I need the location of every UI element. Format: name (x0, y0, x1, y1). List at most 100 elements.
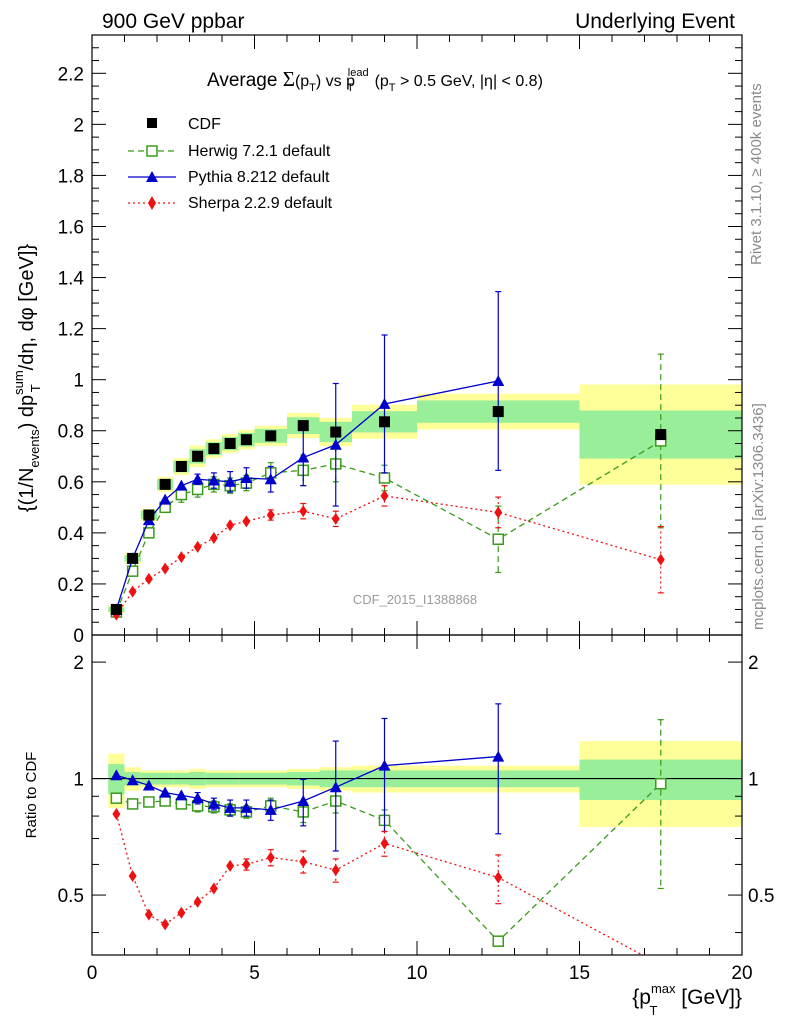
legend: CDF Herwig 7.2.1 default Pythia 8.212 de… (128, 116, 333, 212)
y-tick-label-main-0: 0 (73, 626, 84, 647)
ratio-point-herwig-0 (110, 792, 123, 804)
main-point-sherpa-10 (299, 505, 308, 518)
ratio-point-pythia-11 (329, 781, 342, 793)
legend-marker-sherpa (148, 196, 156, 210)
main-point-pythia-12 (378, 397, 391, 409)
main-point-pythia-7 (224, 475, 237, 487)
main-point-herwig-13 (492, 533, 504, 546)
ratio-point-sherpa-0 (112, 807, 121, 820)
main-point-data-2 (143, 509, 155, 521)
main-point-herwig-1 (126, 565, 139, 577)
y-tick-label-main-10: 2 (73, 115, 84, 136)
main-point-data-6 (208, 443, 220, 455)
ratio-point-pythia-13 (492, 750, 505, 762)
ratio-point-pythia-9 (264, 803, 277, 815)
ratio-point-pythia-5 (191, 792, 204, 804)
ratio-point-pythia-8 (240, 801, 253, 813)
legend-label-pythia: Pythia 8.212 default (188, 169, 330, 186)
ratio-point-pythia-10 (297, 795, 310, 807)
main-point-herwig-5 (191, 483, 204, 496)
chart-title: Average Σ(pT) vs pTlead (pT > 0.5 GeV, |η… (207, 67, 543, 94)
ratio-point-herwig-13 (492, 935, 504, 947)
main-point-sherpa-11 (331, 512, 340, 525)
legend-label-sherpa: Sherpa 2.2.9 default (188, 195, 333, 212)
ratio-point-herwig-1 (126, 798, 139, 810)
ratio-point-pythia-2 (142, 779, 155, 791)
main-point-sherpa-14 (656, 553, 665, 566)
ratio-point-sherpa-8 (242, 858, 251, 871)
main-point-pythia-10 (297, 451, 310, 463)
main-point-sherpa-3 (161, 562, 170, 575)
y-tick-label-main-4: 0.8 (58, 422, 84, 443)
main-point-sherpa-7 (226, 519, 235, 532)
ratio-point-sherpa-2 (144, 908, 153, 921)
y-tick-label-main-2: 0.4 (58, 524, 85, 545)
ratio-point-sherpa-6 (209, 882, 218, 895)
main-point-sherpa-5 (193, 540, 202, 553)
legend-label-herwig: Herwig 7.2.1 default (188, 143, 331, 160)
main-point-pythia-9 (264, 473, 277, 485)
main-point-sherpa-12 (380, 489, 389, 502)
y-tick-label-main-7: 1.4 (58, 269, 85, 290)
ratio-point-pythia-1 (126, 774, 139, 786)
ratio-y-axis-title: Ratio to CDF (23, 752, 40, 839)
ratio-point-herwig-4 (175, 798, 188, 810)
main-point-data-11 (330, 426, 342, 438)
y-tick-label-ratio-left-0: 0.5 (58, 886, 84, 907)
ratio-point-herwig-2 (143, 796, 155, 808)
legend-item-cdf: CDF (147, 116, 221, 133)
ratio-point-sherpa-1 (128, 870, 137, 883)
ratio-point-sherpa-13 (494, 871, 503, 884)
header-right: Underlying Event (575, 10, 735, 33)
main-point-herwig-12 (378, 472, 391, 484)
y-tick-label-main-9: 1.8 (58, 166, 84, 187)
main-point-data-8 (240, 434, 252, 446)
side-label-bottom: mcplots.cern.ch [arXiv:1306.3436] (750, 403, 767, 630)
y-tick-label-main-5: 1 (73, 371, 84, 392)
main-point-pythia-8 (240, 471, 253, 483)
main-uncertainty-bands (108, 384, 742, 614)
main-point-pythia-4 (175, 479, 188, 491)
ratio-point-sherpa-4 (177, 906, 186, 919)
ratio-point-sherpa-10 (299, 855, 308, 868)
main-point-sherpa-4 (177, 551, 186, 564)
main-point-data-7 (224, 438, 236, 450)
ratio-point-sherpa-5 (193, 895, 202, 908)
legend-marker-cdf (147, 118, 157, 128)
axis-ticks (91, 34, 743, 955)
analysis-watermark: CDF_2015_I1388868 (353, 592, 477, 607)
main-point-sherpa-2 (144, 572, 153, 585)
ratio-point-pythia-7 (224, 801, 237, 813)
y-tick-label-main-1: 0.2 (58, 575, 84, 596)
main-point-pythia-6 (207, 474, 220, 486)
legend-item-pythia: Pythia 8.212 default (128, 169, 330, 186)
ratio-point-sherpa-9 (266, 851, 275, 864)
header-left: 900 GeV ppbar (102, 10, 244, 33)
x-axis-title: {pmax T [GeV]} (632, 981, 742, 1018)
main-series (110, 290, 667, 621)
legend-marker-herwig (146, 145, 158, 157)
y-tick-label-ratio-left-1: 1 (73, 770, 84, 791)
main-point-sherpa-9 (266, 509, 275, 521)
ratio-point-pythia-4 (175, 789, 188, 801)
y-tick-label-ratio-left-2: 2 (73, 653, 84, 674)
ratio-point-sherpa-3 (161, 918, 170, 931)
main-point-sherpa-1 (128, 585, 137, 598)
main-point-pythia-11 (329, 438, 342, 450)
side-label-top: Rivet 3.1.10, ≥ 400k events (748, 83, 765, 265)
main-point-data-10 (297, 420, 309, 432)
main-point-data-3 (159, 478, 171, 490)
main-point-data-13 (492, 406, 504, 418)
x-tick-label-2: 10 (406, 963, 427, 984)
x-tick-label-1: 5 (249, 963, 260, 984)
ratio-uncertainty-bands (108, 741, 742, 827)
main-point-data-1 (127, 552, 139, 564)
main-point-sherpa-8 (242, 515, 251, 528)
main-point-data-14 (655, 429, 667, 441)
ratio-point-herwig-14 (655, 777, 667, 790)
ratio-point-pythia-6 (207, 797, 220, 809)
main-point-data-4 (175, 460, 187, 472)
axis-tick-labels: 0 5 10 15 20 0 0.2 0.4 0.6 0.8 1 1.2 1.4 1.6 1.8 2 2.2 0.… (58, 64, 775, 984)
x-tick-label-0: 0 (87, 963, 98, 984)
